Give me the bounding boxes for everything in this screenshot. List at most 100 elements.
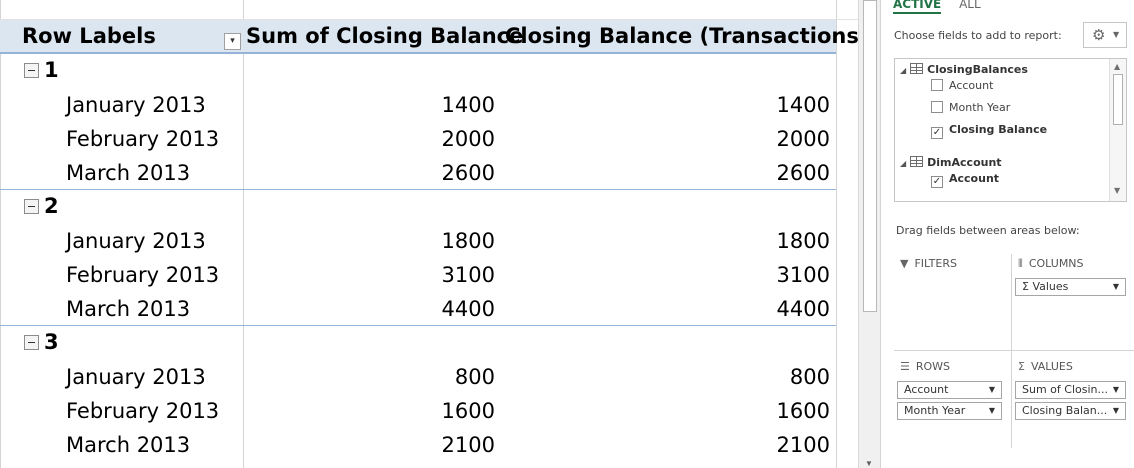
sheet-vertical-scrollbar[interactable]: ▼ bbox=[858, 0, 880, 468]
columns-icon: ⦀ bbox=[1018, 257, 1023, 270]
row-label: February 2013 bbox=[66, 399, 220, 423]
tab-active[interactable]: ACTIVE bbox=[893, 0, 942, 14]
closing-balance-transactions-cell: 1800 bbox=[776, 229, 830, 253]
tab-all[interactable]: ALL bbox=[959, 0, 981, 11]
chevron-down-icon[interactable]: ▼ bbox=[988, 406, 995, 415]
field-closingbalances-account[interactable]: Account bbox=[931, 79, 993, 92]
gear-icon: ⚙ bbox=[1092, 26, 1106, 44]
field-closingbalances-month-year[interactable]: Month Year bbox=[931, 101, 1010, 114]
field-list-scrollbar[interactable]: ▲ ▼ bbox=[1109, 59, 1126, 201]
pivot-data-row: January 2013 1400 1400 bbox=[0, 87, 836, 121]
pivot-data-row: March 2013 2600 2600 bbox=[0, 155, 836, 189]
closing-balance-transactions-cell: 2100 bbox=[776, 433, 830, 457]
columns-chip-values[interactable]: Σ Values ▼ bbox=[1015, 278, 1126, 296]
row-label: March 2013 bbox=[66, 297, 191, 321]
filters-area-title: ▼ FILTERS bbox=[900, 257, 957, 270]
field-list-tabs: ACTIVE ALL bbox=[893, 0, 981, 14]
pivot-field-list-pane: ACTIVE ALL Choose fields to add to repor… bbox=[880, 0, 1134, 468]
scroll-down-arrow-icon[interactable]: ▼ bbox=[865, 459, 873, 468]
field-checkbox-checked[interactable]: ✓ bbox=[931, 127, 943, 139]
row-label: January 2013 bbox=[66, 93, 206, 117]
group-label: 3 bbox=[44, 330, 59, 354]
field-closingbalances-closing-balance[interactable]: ✓ Closing Balance bbox=[931, 123, 1048, 139]
closing-balance-transactions-cell: 1400 bbox=[776, 93, 830, 117]
scrollbar-thumb[interactable] bbox=[863, 0, 877, 312]
collapse-minus-icon[interactable] bbox=[24, 63, 39, 78]
pivot-group-row: 2 bbox=[0, 189, 836, 223]
closing-balance-transactions-cell: 800 bbox=[789, 365, 830, 389]
header-sum-closing-balance: Sum of Closing Balance bbox=[246, 24, 524, 48]
scroll-down-arrow-icon[interactable]: ▼ bbox=[1114, 186, 1121, 195]
chevron-down-icon[interactable]: ▼ bbox=[1112, 385, 1119, 394]
chevron-down-icon[interactable]: ▼ bbox=[988, 385, 995, 394]
values-chip-closing-balance[interactable]: Closing Balan... ▼ bbox=[1015, 402, 1126, 420]
drag-fields-label: Drag fields between areas below: bbox=[896, 224, 1080, 237]
pivot-data-row: January 2013 800 800 bbox=[0, 359, 836, 393]
row-label: February 2013 bbox=[66, 127, 220, 151]
rows-icon: ☰ bbox=[900, 360, 910, 373]
sum-closing-balance-cell: 2600 bbox=[441, 161, 495, 185]
chevron-down-icon: ▼ bbox=[1113, 30, 1120, 39]
group-label: 1 bbox=[44, 58, 59, 82]
scroll-up-arrow-icon[interactable]: ▲ bbox=[1114, 62, 1121, 71]
chevron-down-icon[interactable]: ▼ bbox=[1112, 282, 1119, 291]
pivot-group-row: 3 bbox=[0, 325, 836, 359]
closing-balance-transactions-cell: 4400 bbox=[776, 297, 830, 321]
pivot-data-row: January 2013 1800 1800 bbox=[0, 223, 836, 257]
closing-balance-transactions-cell: 2000 bbox=[776, 127, 830, 151]
collapse-triangle-icon[interactable]: ◢ bbox=[900, 159, 907, 168]
pivot-header-row: Row Labels ▾ Sum of Closing Balance Clos… bbox=[0, 20, 858, 53]
row-label: January 2013 bbox=[66, 229, 206, 253]
sum-closing-balance-cell: 2000 bbox=[441, 127, 495, 151]
values-chip-sum-closing[interactable]: Sum of Closin... ▼ bbox=[1015, 381, 1126, 399]
sum-closing-balance-cell: 1800 bbox=[441, 229, 495, 253]
rows-chip-account[interactable]: Account ▼ bbox=[897, 381, 1002, 399]
field-checkbox[interactable] bbox=[931, 79, 943, 91]
sum-closing-balance-cell: 1400 bbox=[441, 93, 495, 117]
choose-fields-label: Choose fields to add to report: bbox=[894, 29, 1062, 42]
collapse-minus-icon[interactable] bbox=[24, 335, 39, 350]
rows-chip-month-year[interactable]: Month Year ▼ bbox=[897, 402, 1002, 420]
table-dimaccount[interactable]: ◢ DimAccount bbox=[900, 156, 1002, 169]
group-label: 2 bbox=[44, 194, 59, 218]
row-label: March 2013 bbox=[66, 433, 191, 457]
field-checkbox[interactable] bbox=[931, 101, 943, 113]
table-closingbalances[interactable]: ◢ ClosingBalances bbox=[900, 63, 1028, 76]
field-list-box: ◢ ClosingBalances Account Month Year ✓ Clo… bbox=[894, 58, 1127, 202]
pivot-data-row: February 2013 1600 1600 bbox=[0, 393, 836, 427]
table-icon bbox=[910, 63, 924, 74]
header-row-labels: Row Labels bbox=[22, 24, 156, 48]
filter-icon: ▼ bbox=[900, 257, 909, 270]
pivot-data-row: March 2013 4400 4400 bbox=[0, 291, 836, 325]
columns-area-title: ⦀ COLUMNS bbox=[1018, 257, 1084, 270]
pivot-group-row: 1 bbox=[0, 53, 836, 87]
pivot-data-row: March 2013 2100 2100 bbox=[0, 427, 836, 461]
chevron-down-icon[interactable]: ▼ bbox=[1112, 406, 1119, 415]
row-labels-filter-button[interactable]: ▾ bbox=[224, 33, 241, 50]
sum-closing-balance-cell: 2100 bbox=[441, 433, 495, 457]
field-checkbox-checked[interactable]: ✓ bbox=[931, 176, 943, 188]
collapse-triangle-icon[interactable]: ◢ bbox=[900, 66, 907, 75]
row-label: March 2013 bbox=[66, 161, 191, 185]
sum-closing-balance-cell: 4400 bbox=[441, 297, 495, 321]
pivot-data-row: February 2013 2000 2000 bbox=[0, 121, 836, 155]
table-icon bbox=[910, 156, 924, 167]
row-label: January 2013 bbox=[66, 365, 206, 389]
closing-balance-transactions-cell: 1600 bbox=[776, 399, 830, 423]
sigma-icon: Σ bbox=[1018, 360, 1025, 373]
field-list-tools-button[interactable]: ⚙ ▼ bbox=[1083, 22, 1127, 48]
sum-closing-balance-cell: 1600 bbox=[441, 399, 495, 423]
values-area-title: Σ VALUES bbox=[1018, 360, 1073, 373]
rows-area-title: ☰ ROWS bbox=[900, 360, 951, 373]
closing-balance-transactions-cell: 3100 bbox=[776, 263, 830, 287]
pivot-data-row: February 2013 3100 3100 bbox=[0, 257, 836, 291]
field-list-scroll-thumb[interactable] bbox=[1113, 74, 1123, 125]
closing-balance-transactions-cell: 2600 bbox=[776, 161, 830, 185]
field-dimaccount-account[interactable]: ✓ Account bbox=[931, 172, 1000, 188]
pivot-table-sheet: Row Labels ▾ Sum of Closing Balance Clos… bbox=[0, 0, 858, 468]
sum-closing-balance-cell: 800 bbox=[454, 365, 495, 389]
header-closing-balance-transactions: Closing Balance (Transactions) bbox=[505, 24, 858, 48]
row-label: February 2013 bbox=[66, 263, 220, 287]
collapse-minus-icon[interactable] bbox=[24, 199, 39, 214]
sum-closing-balance-cell: 3100 bbox=[441, 263, 495, 287]
